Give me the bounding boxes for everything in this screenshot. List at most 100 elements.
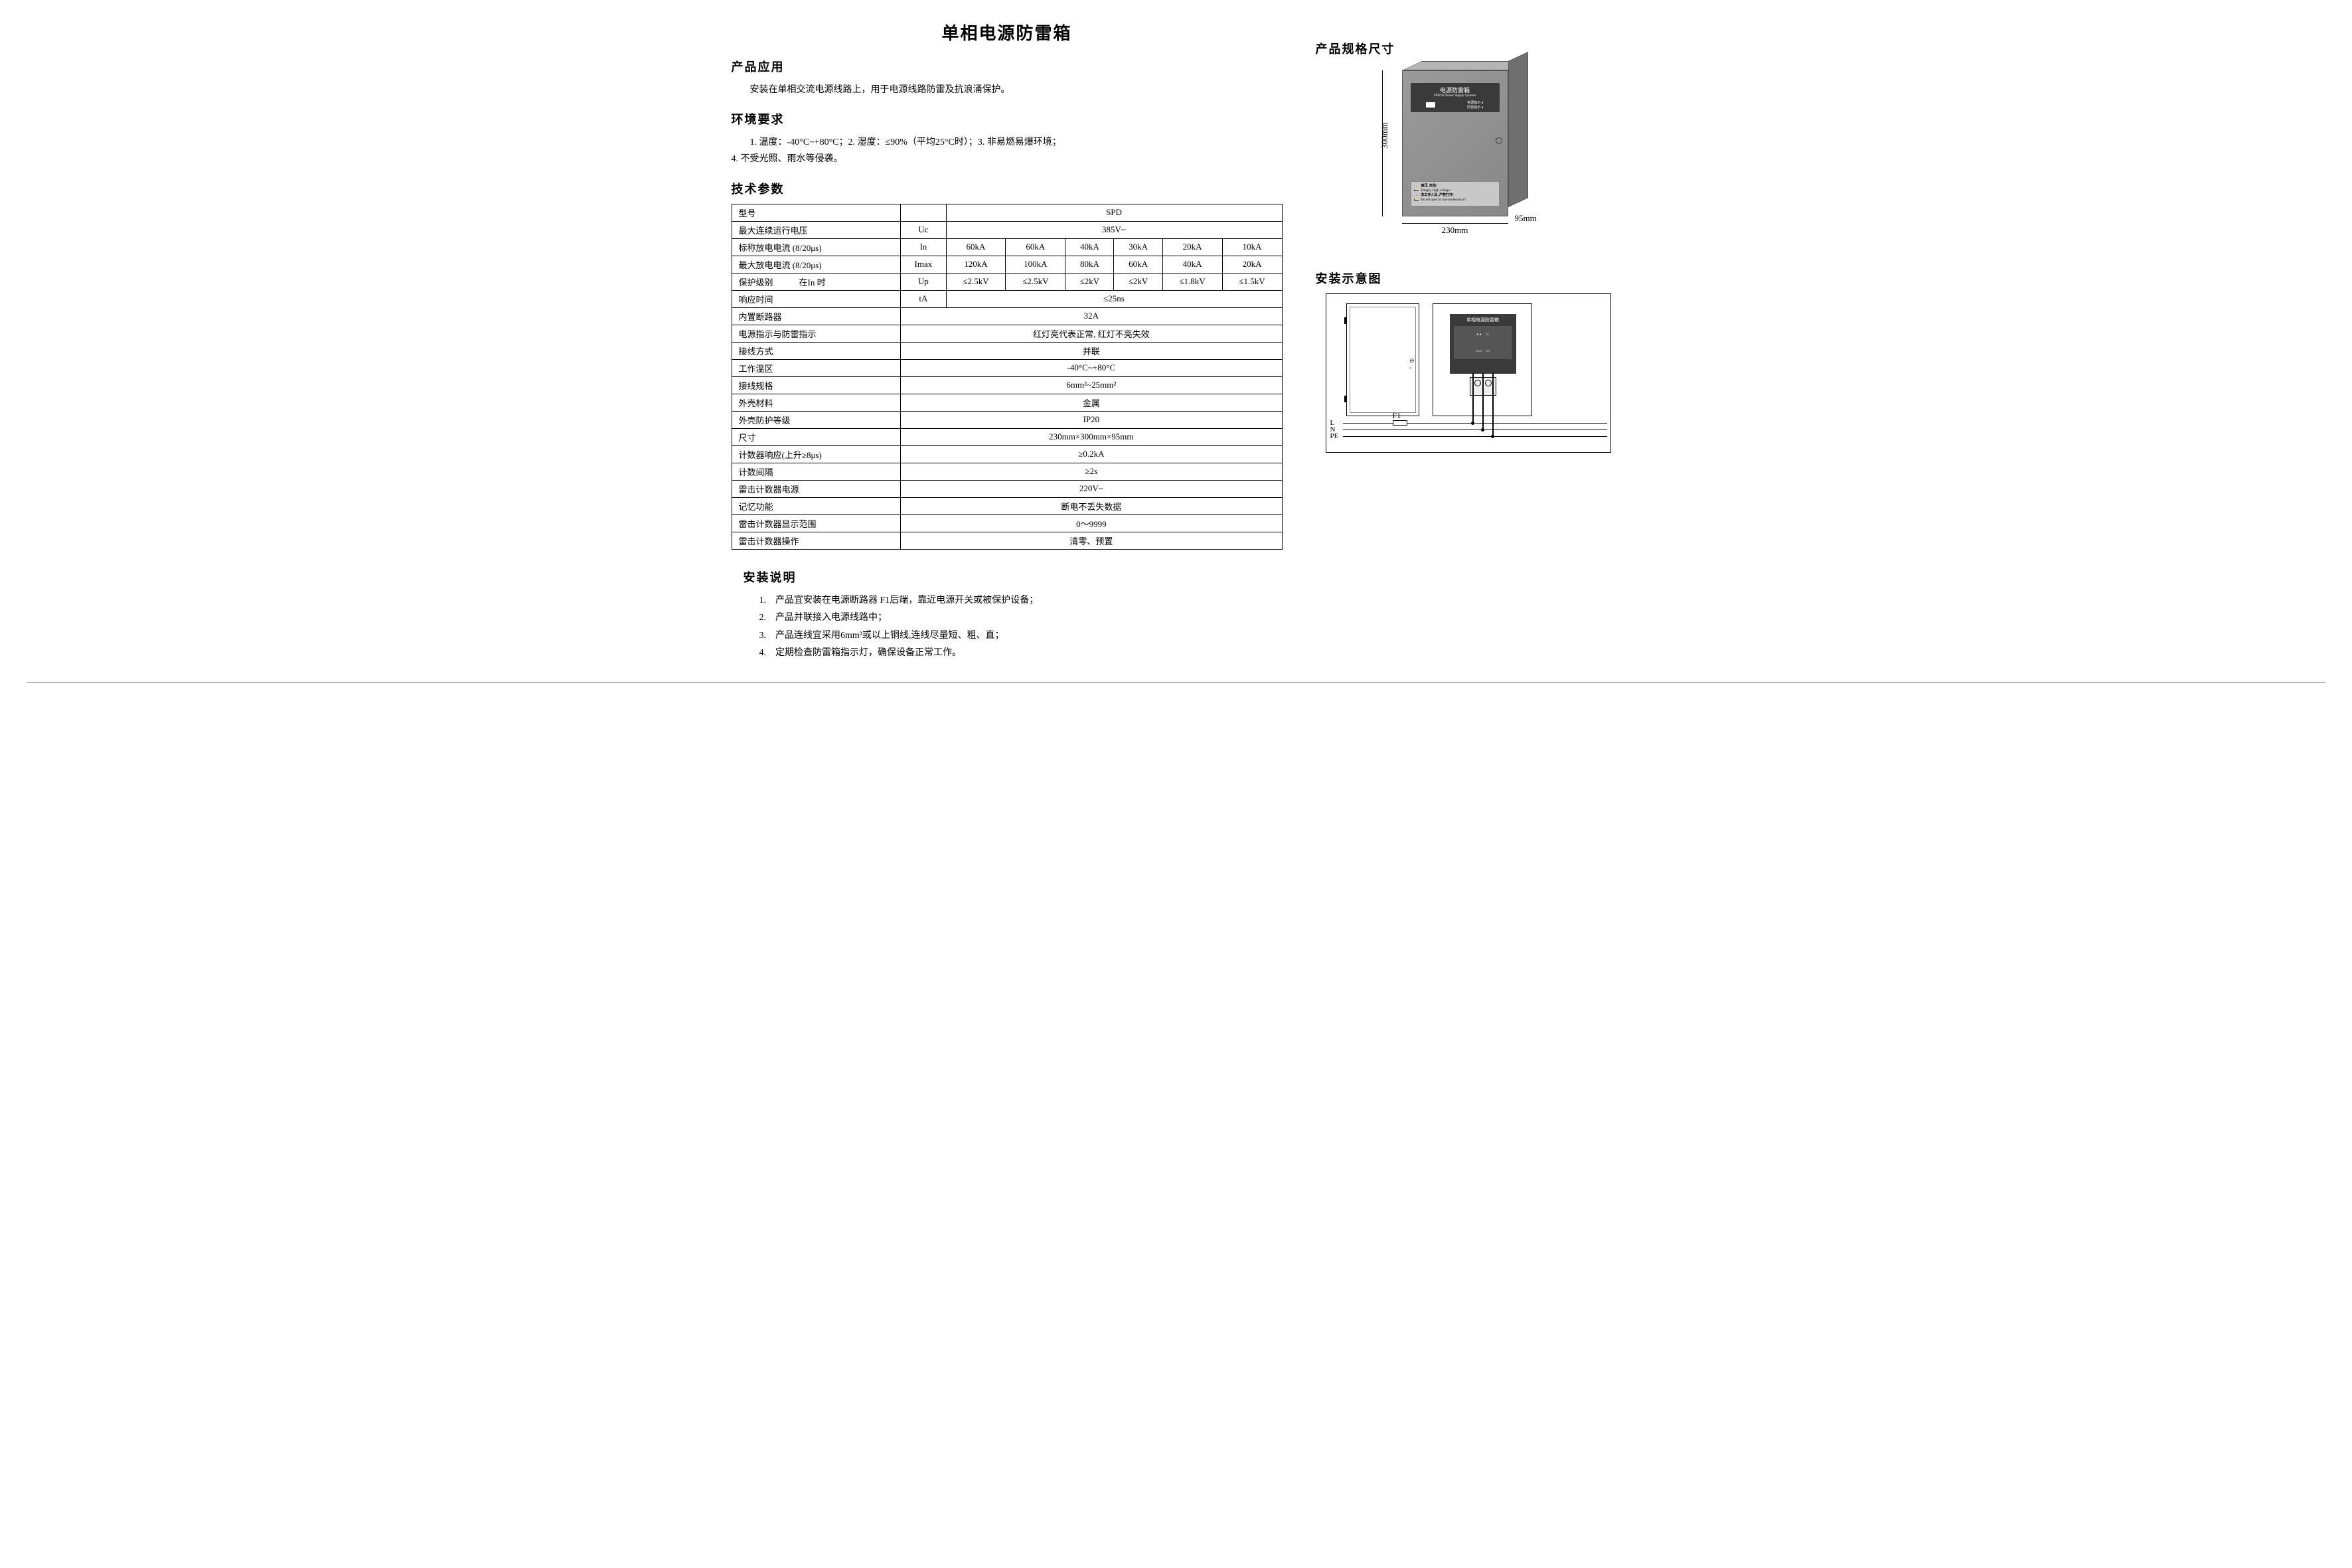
table-cell: Imax (901, 256, 946, 273)
hinge-icon (1344, 396, 1347, 402)
wire (1472, 373, 1474, 423)
warning-triangle-icon (1414, 195, 1419, 200)
table-cell: 外壳材料 (732, 394, 901, 411)
table-cell: ≤25ns (946, 290, 1282, 307)
table-cell: 60kA (1006, 238, 1065, 256)
table-cell: 外壳防护等级 (732, 411, 901, 428)
app-text: 安装在单相交流电源线路上，用于电源线路防雷及抗浪涌保护。 (732, 82, 1283, 98)
box-lock-icon (1496, 137, 1502, 144)
table-cell: 尺寸 (732, 428, 901, 445)
table-cell: ≤1.8kV (1162, 273, 1222, 290)
table-cell: ≥0.2kA (901, 445, 1282, 463)
table-cell: 40kA (1065, 238, 1114, 256)
box-title: 电源防雷箱 (1440, 87, 1470, 94)
table-cell: 20kA (1222, 256, 1282, 273)
table-cell: In (901, 238, 946, 256)
table-cell: IP20 (901, 411, 1282, 428)
table-cell: 60kA (1114, 256, 1162, 273)
box-warning-panel: 高压, 危险!Danger, High voltage! 非工作人员, 严禁打开… (1411, 181, 1500, 206)
table-cell: 红灯亮代表正常, 红灯不亮失效 (901, 325, 1282, 342)
table-cell: ≤2kV (1065, 273, 1114, 290)
table-cell: 保护级别 在In 时 (732, 273, 901, 290)
table-cell: 清零、预置 (901, 532, 1282, 549)
table-cell: 计数器响应(上升≥8μs) (732, 445, 901, 463)
footer-rule (27, 682, 2325, 683)
table-cell: Uc (901, 221, 946, 238)
fuse-label: F1 (1393, 411, 1401, 421)
table-cell: 雷击计数器操作 (732, 532, 901, 549)
table-cell: 385V~ (946, 221, 1282, 238)
install-diagram: ⊖◦ 单相电源防雷箱 ● ● ▭ ▭▭ □□ L N PE (1326, 293, 1611, 453)
table-cell: 响应时间 (732, 290, 901, 307)
wire (1482, 373, 1484, 430)
box-led2: 防雷指示 ● (1467, 106, 1483, 110)
table-cell: 电源指示与防雷指示 (732, 325, 901, 342)
page-title: 单相电源防雷箱 (732, 20, 1283, 44)
table-cell (901, 204, 946, 221)
rail-label-pe: PE (1330, 432, 1339, 440)
wire (1492, 373, 1494, 436)
table-cell: 最大连续运行电压 (732, 221, 901, 238)
table-cell: 220V~ (901, 480, 1282, 497)
table-cell: 计数间隔 (732, 463, 901, 480)
table-cell: 雷击计数器显示范围 (732, 514, 901, 532)
install-list: 1. 产品宜安装在电源断路器 F1后端，靠近电源开关或被保护设备；2. 产品并联… (732, 592, 1283, 663)
table-cell: -40°C~+80°C (901, 359, 1282, 376)
table-cell: 6mm²~25mm² (901, 376, 1282, 394)
install-step: 3. 产品连线宜采用6mm²或以上铜线,连线尽量短、粗、直； (759, 627, 1283, 645)
dim-width-label: 230mm (1402, 223, 1508, 236)
table-cell: 雷击计数器电源 (732, 480, 901, 497)
product-dimension-figure: 300mm 电源防雷箱 SPD for Power Supply Systems… (1375, 64, 1561, 250)
table-cell: ≤2.5kV (946, 273, 1006, 290)
table-cell: 记忆功能 (732, 497, 901, 514)
table-cell: 32A (901, 307, 1282, 325)
table-cell: 接线方式 (732, 342, 901, 359)
table-cell: 工作温区 (732, 359, 901, 376)
table-cell: 80kA (1065, 256, 1114, 273)
env-text: 1. 温度：-40°C~+80°C；2. 湿度：≤90%（平均25°C时）；3.… (732, 134, 1283, 167)
section-dim-heading: 产品规格尺寸 (1316, 40, 1621, 57)
table-cell: 30kA (1114, 238, 1162, 256)
spd-box: 单相电源防雷箱 ● ● ▭ ▭▭ □□ (1450, 314, 1516, 374)
table-cell: 并联 (901, 342, 1282, 359)
lock-icon: ⊖◦ (1409, 357, 1415, 371)
table-cell: ≥2s (901, 463, 1282, 480)
table-cell: SPD (946, 204, 1282, 221)
table-cell: 10kA (1222, 238, 1282, 256)
hinge-icon (1344, 317, 1347, 324)
table-cell: 40kA (1162, 256, 1222, 273)
table-cell: 型号 (732, 204, 901, 221)
table-cell: 内置断路器 (732, 307, 901, 325)
table-cell: 最大放电电流 (8/20μs) (732, 256, 901, 273)
table-cell: 接线规格 (732, 376, 901, 394)
table-cell: ≤1.5kV (1222, 273, 1282, 290)
table-cell: 120kA (946, 256, 1006, 273)
box-subtitle: SPD for Power Supply Systems (1411, 94, 1500, 98)
section-env-heading: 环境要求 (732, 110, 1283, 127)
warning-triangle-icon (1414, 186, 1419, 191)
table-cell: ≤2.5kV (1006, 273, 1065, 290)
spec-table: 型号SPD最大连续运行电压Uc385V~标称放电电流 (8/20μs)In60k… (732, 204, 1283, 550)
install-step: 4. 定期检查防雷箱指示灯，确保设备正常工作。 (759, 645, 1283, 663)
table-cell: 0～9999 (901, 514, 1282, 532)
table-cell: Up (901, 273, 946, 290)
table-cell: 断电不丢失数据 (901, 497, 1282, 514)
table-cell: 标称放电电流 (8/20μs) (732, 238, 901, 256)
table-cell: 20kA (1162, 238, 1222, 256)
table-cell: 100kA (1006, 256, 1065, 273)
rail-l (1343, 423, 1607, 424)
install-step: 1. 产品宜安装在电源断路器 F1后端，靠近电源开关或被保护设备； (759, 592, 1283, 610)
section-install-heading: 安装说明 (732, 568, 1283, 586)
box-led1: 电源指示 ● (1467, 102, 1483, 105)
table-cell: tA (901, 290, 946, 307)
table-cell: ≤2kV (1114, 273, 1162, 290)
table-cell: 金属 (901, 394, 1282, 411)
cabinet-left: ⊖◦ (1346, 303, 1419, 416)
dim-depth-label: 95mm (1515, 213, 1537, 224)
box-top-panel: 电源防雷箱 SPD for Power Supply Systems 电源指示 … (1411, 83, 1500, 112)
dim-height-label: 300mm (1379, 122, 1389, 149)
fuse-f1 (1393, 420, 1407, 426)
table-cell: 60kA (946, 238, 1006, 256)
table-cell: 230mm×300mm×95mm (901, 428, 1282, 445)
section-diagram-heading: 安装示意图 (1316, 270, 1621, 287)
